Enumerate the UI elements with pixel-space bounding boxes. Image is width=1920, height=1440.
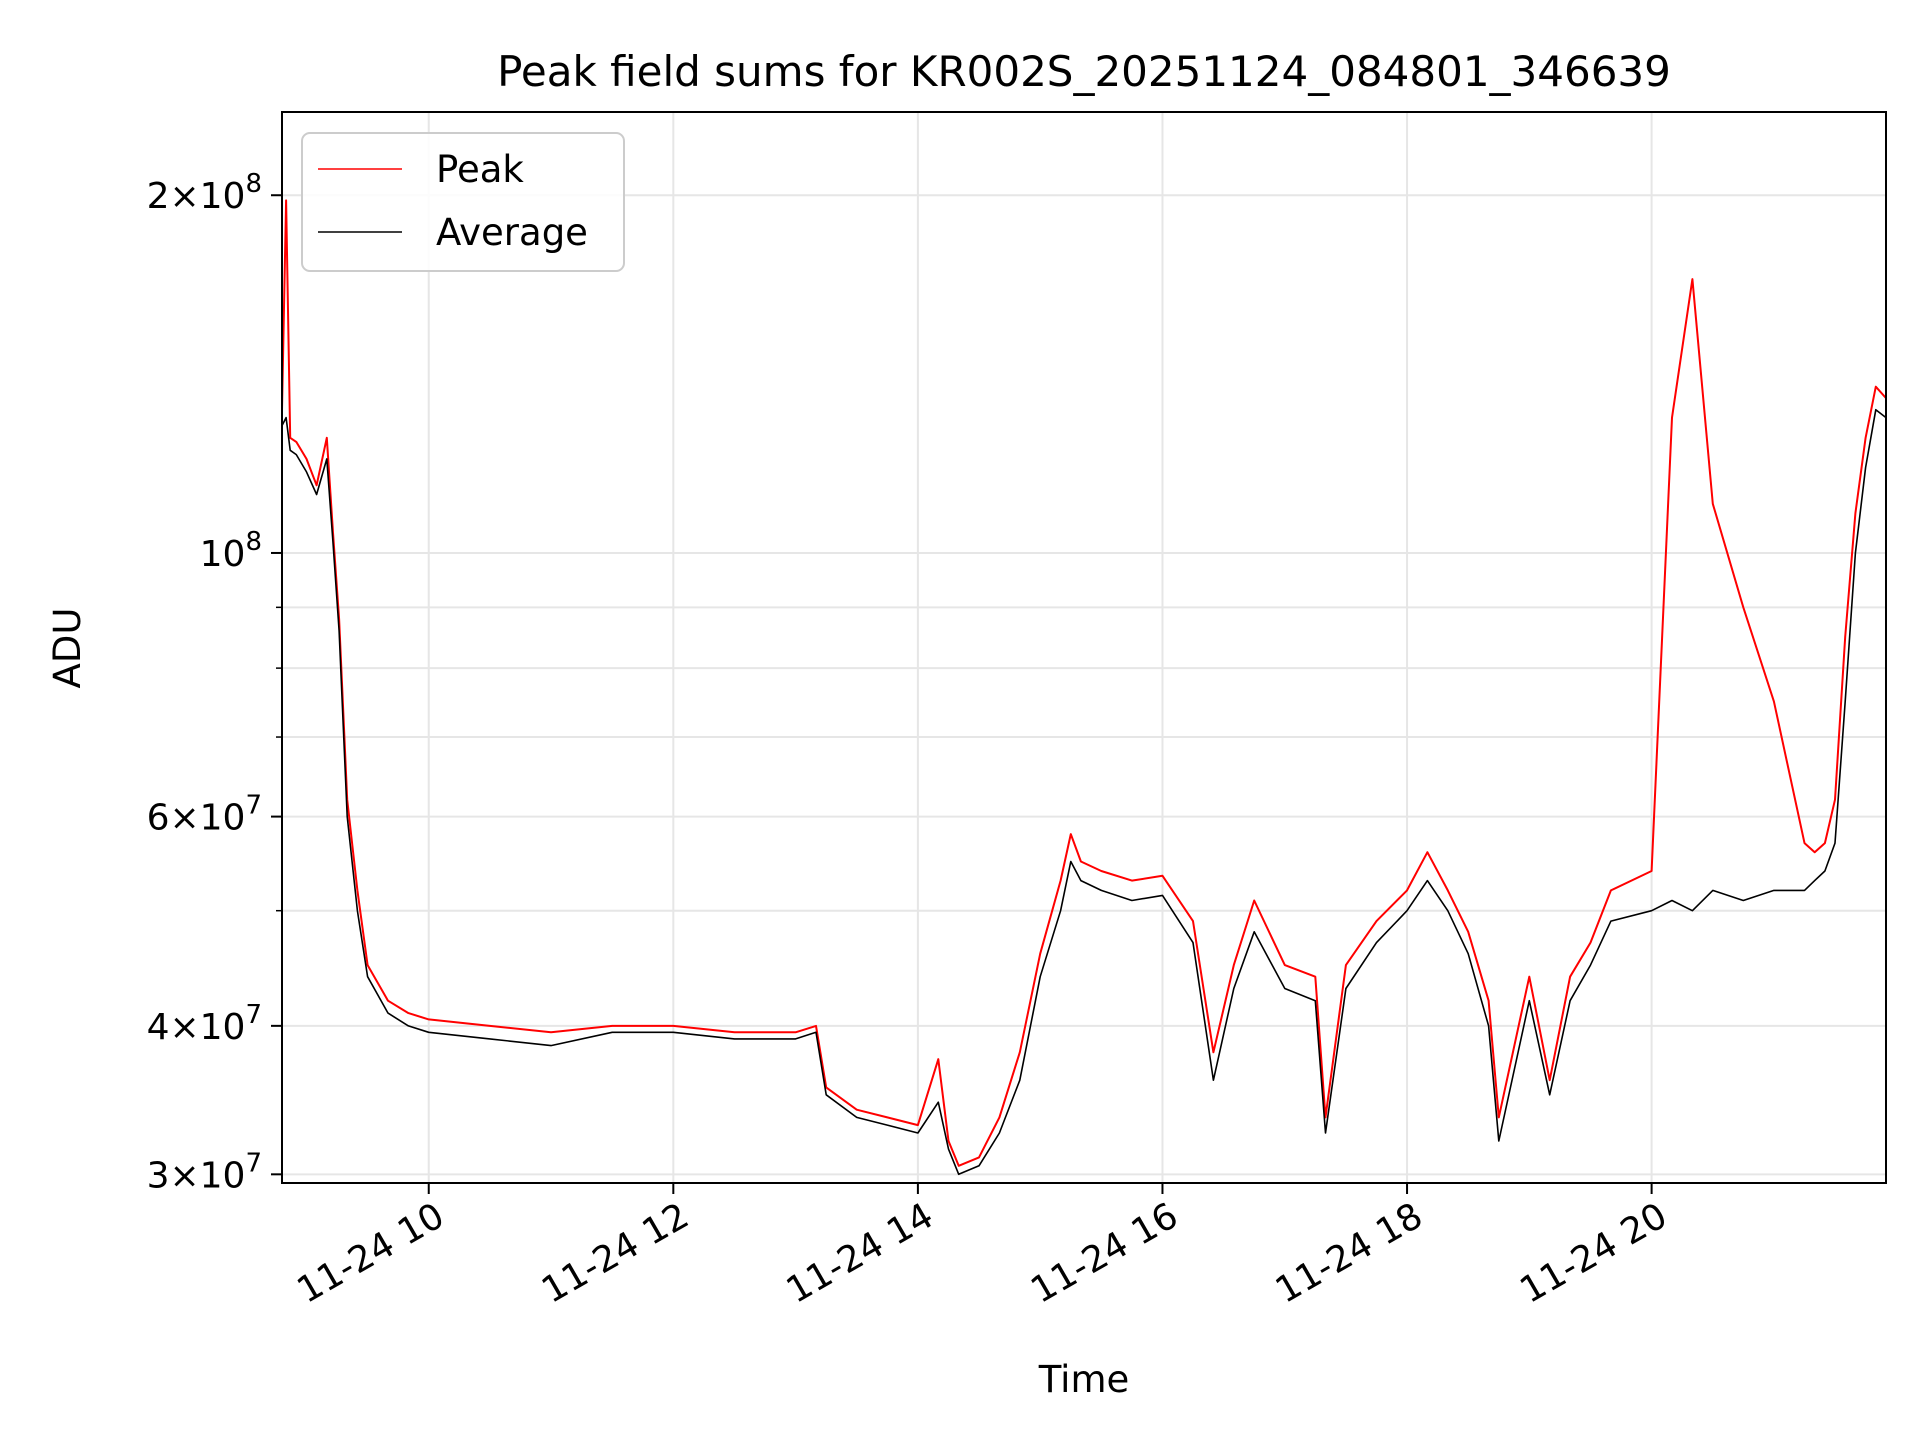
series-line-peak <box>282 199 1886 1167</box>
legend-label-average: Average <box>436 211 588 254</box>
legend-label-peak: Peak <box>436 148 524 191</box>
y-tick-label: 6×107 <box>147 791 262 839</box>
series-line-average <box>282 408 1886 1176</box>
x-axis-label: Time <box>1038 1358 1130 1401</box>
y-tick-label: 2×108 <box>147 169 262 217</box>
chart-title: Peak field sums for KR002S_20251124_0848… <box>497 47 1671 96</box>
legend-box <box>301 132 625 272</box>
y-tick-label: 4×107 <box>147 1000 262 1048</box>
series-layer <box>282 199 1886 1176</box>
plot-frame <box>281 111 1887 1184</box>
y-tick-label: 108 <box>200 527 262 575</box>
y-tick-label: 3×107 <box>147 1148 262 1196</box>
legend: Peak Average <box>301 132 625 272</box>
y-axis-label: ADU <box>46 608 89 689</box>
grid <box>282 112 1886 1183</box>
